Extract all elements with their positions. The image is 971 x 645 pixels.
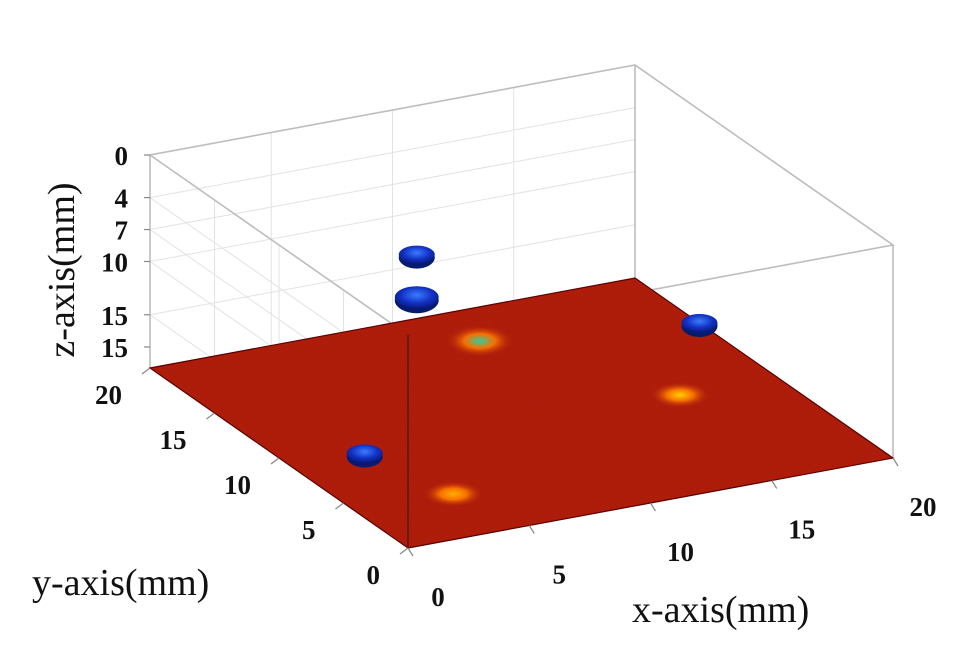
blue-blob [681, 314, 718, 332]
z-tick-label: 15 [101, 333, 128, 363]
blue-blob [346, 444, 383, 463]
y-tick-label: 10 [224, 470, 251, 500]
x-tick-label: 15 [788, 515, 815, 545]
y-axis-title: y-axis(mm) [32, 562, 209, 604]
hot-spot [649, 382, 710, 408]
z-tick-label: 0 [115, 141, 129, 171]
y-tick-mark [335, 502, 344, 510]
x-tick-label: 0 [431, 582, 445, 612]
y-tick-mark [206, 412, 215, 420]
x-tick-label: 20 [910, 492, 937, 522]
blue-blob [398, 245, 435, 264]
data-floor-surface [148, 277, 895, 549]
floor-border [148, 277, 895, 549]
x-tick-mark [649, 502, 657, 512]
z-tick-label: 10 [101, 248, 128, 278]
blue-blob [394, 286, 439, 309]
z-tick-label: 15 [101, 301, 128, 331]
x-tick-mark [407, 547, 414, 557]
z-tick-label: 4 [115, 184, 129, 214]
data-marks [346, 245, 718, 507]
x-tick-mark [771, 480, 778, 489]
x-tick-label: 5 [553, 560, 567, 590]
hot-spot [423, 481, 484, 507]
hot-spot [445, 325, 514, 357]
y-tick-mark [270, 457, 280, 465]
x-tick-mark [892, 457, 899, 467]
y-tick-label: 5 [302, 515, 316, 545]
floor-texture [150, 278, 893, 548]
y-tick-label: 20 [95, 380, 122, 410]
x-tick-label: 10 [667, 537, 694, 567]
z-tick-label: 7 [115, 216, 129, 246]
x-axis-title: x-axis(mm) [632, 589, 809, 631]
y-tick-mark [399, 547, 409, 555]
y-tick-label: 15 [160, 425, 187, 455]
x-tick-mark [528, 525, 535, 534]
y-tick-mark [141, 367, 151, 375]
y-tick-label: 0 [367, 560, 381, 590]
z-axis-title: z-axis(mm) [41, 182, 83, 357]
